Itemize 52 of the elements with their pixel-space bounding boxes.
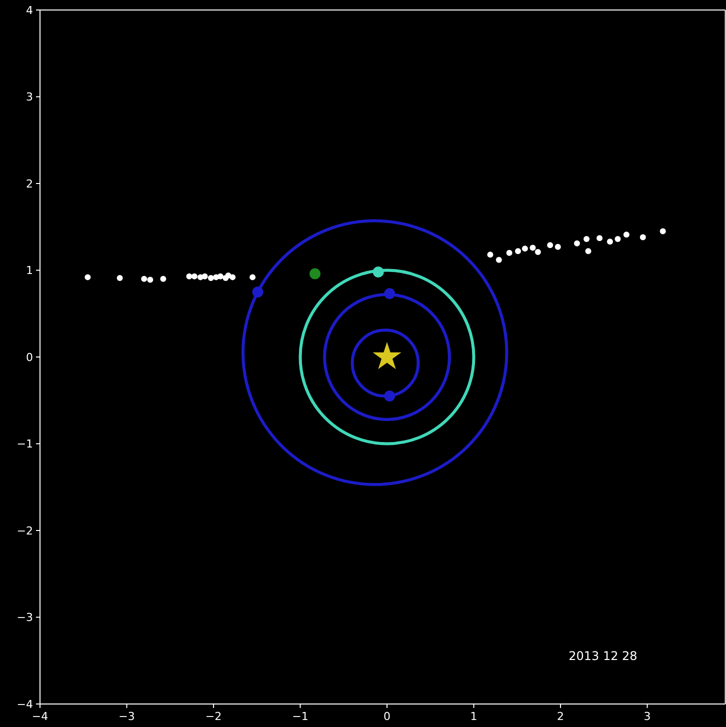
point [384, 288, 396, 300]
point [250, 274, 256, 280]
point [309, 268, 320, 280]
point [116, 275, 123, 282]
y-tick-label: 3 [26, 90, 33, 104]
point [191, 273, 198, 280]
x-tick-label: −2 [205, 710, 222, 723]
point [623, 232, 630, 238]
point [606, 238, 613, 245]
point [614, 236, 621, 242]
y-tick-label: −4 [16, 698, 33, 711]
point [252, 286, 264, 298]
point [534, 249, 541, 256]
point [230, 274, 236, 280]
point [506, 250, 512, 256]
point [160, 276, 166, 282]
point [217, 273, 224, 280]
point [141, 276, 148, 282]
y-tick-label: 4 [26, 4, 33, 17]
y-tick-label: −2 [16, 524, 33, 538]
point [585, 248, 592, 254]
point [547, 242, 554, 248]
x-tick-label: −1 [292, 710, 308, 723]
point [522, 246, 528, 252]
annotation: 2013 12 28 [568, 649, 638, 663]
point [147, 276, 154, 283]
x-tick-label: 0 [384, 710, 390, 723]
point [208, 275, 214, 282]
y-tick-label: 0 [26, 350, 33, 364]
x-tick-label: 3 [644, 710, 651, 723]
point [530, 244, 536, 251]
point [640, 234, 646, 240]
point [487, 252, 494, 258]
point [202, 273, 208, 280]
point [596, 235, 603, 242]
x-tick-label: −3 [118, 710, 135, 723]
point [384, 390, 396, 402]
point [660, 228, 666, 234]
point [584, 236, 590, 242]
y-tick-label: −3 [16, 611, 33, 624]
x-tick-label: 2 [557, 710, 564, 723]
y-tick-label: 1 [26, 264, 33, 278]
point [514, 248, 521, 254]
point [574, 240, 580, 246]
y-tick-label: 2 [26, 177, 33, 190]
point [84, 274, 91, 280]
point [372, 266, 384, 278]
point [554, 244, 561, 250]
y-tick-label: −1 [16, 438, 33, 451]
x-tick-label: 1 [470, 710, 478, 723]
point [186, 273, 192, 280]
point [496, 256, 502, 263]
